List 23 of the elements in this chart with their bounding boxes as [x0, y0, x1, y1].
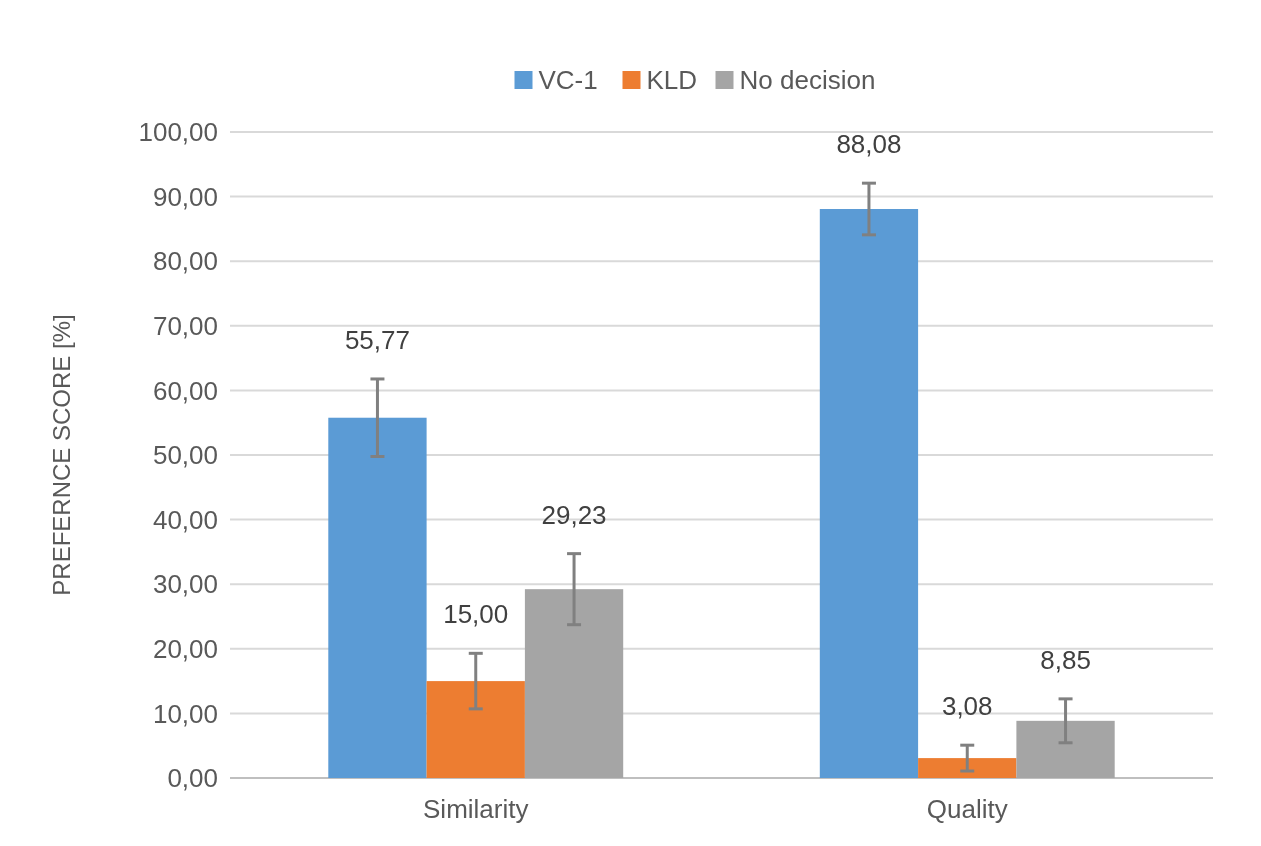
data-label: 8,85	[1040, 644, 1091, 675]
y-tick-label: 30,00	[152, 569, 218, 600]
legend-label: KLD	[646, 65, 698, 96]
data-label: 55,77	[344, 324, 410, 355]
legend-label: VC-1	[538, 65, 598, 96]
y-tick-label: 20,00	[152, 633, 218, 664]
y-tick-label: 10,00	[152, 698, 218, 729]
legend-label: No decision	[739, 65, 876, 96]
y-tick-label: 50,00	[152, 440, 218, 471]
y-tick-label: 60,00	[152, 375, 218, 406]
y-tick-label: 40,00	[152, 504, 218, 535]
data-label: 15,00	[443, 599, 509, 630]
y-tick-label: 100,00	[138, 117, 218, 148]
data-label: 3,08	[941, 691, 993, 722]
x-tick-label: Quality	[926, 794, 1008, 824]
data-label: 88,08	[836, 129, 902, 160]
data-label: 29,23	[541, 499, 607, 530]
y-tick-label: 90,00	[152, 181, 218, 212]
y-tick-label: 80,00	[152, 246, 218, 277]
y-axis-title: PREFERNCE SCORE [%]	[48, 314, 75, 596]
y-tick-label: 70,00	[152, 310, 218, 341]
x-tick-label: Similarity	[423, 794, 529, 824]
y-tick-label: 0,00	[167, 763, 218, 794]
